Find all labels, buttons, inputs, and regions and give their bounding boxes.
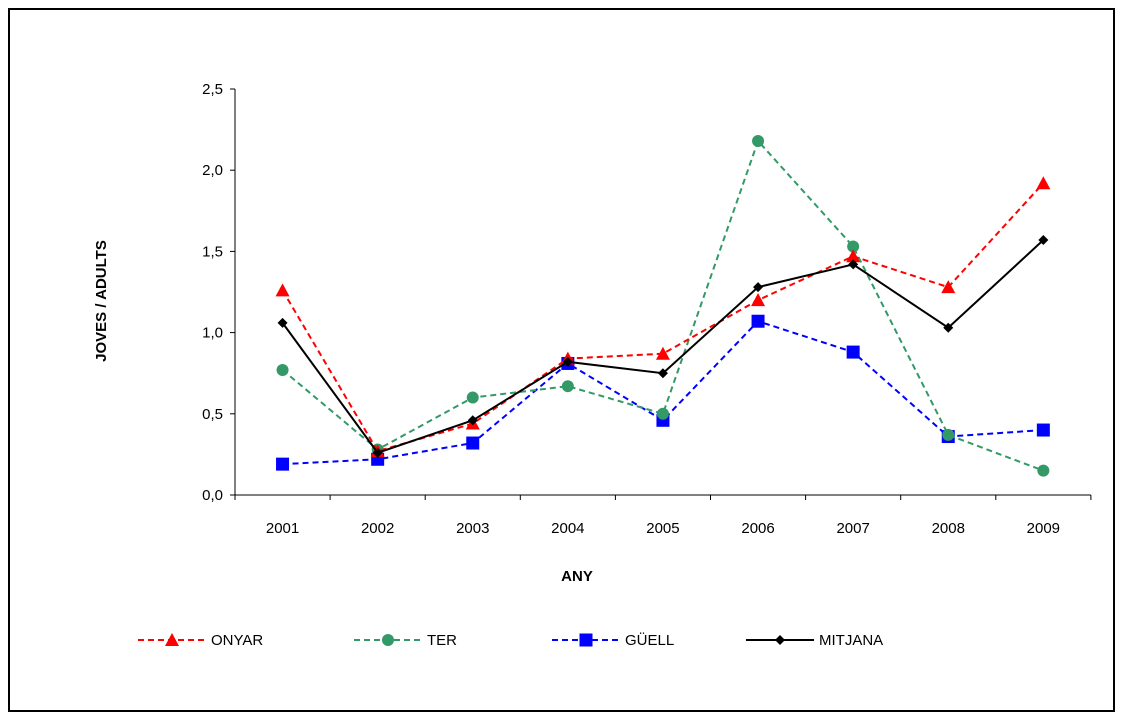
data-point-onyar (655, 346, 670, 360)
y-tick-label: 1,0 (202, 325, 223, 342)
data-point-mitjana (562, 356, 573, 367)
data-point-onyar (751, 293, 766, 307)
y-axis-label: JOVES / ADULTS (93, 240, 110, 362)
y-tick-label: 2,5 (202, 81, 223, 98)
data-point-mitjana (753, 282, 764, 293)
legend-marker-g-ell (579, 633, 593, 647)
data-point-mitjana (372, 447, 383, 458)
data-point-ter (276, 363, 289, 376)
series-mitjana (277, 235, 1049, 458)
x-tick-label: 2003 (456, 520, 489, 537)
x-tick-label: 2007 (836, 520, 869, 537)
axes: 0,0 0,5 1,0 1,5 2,0 2,5 2001 2002 2003 2004 2005 20… (202, 81, 1092, 537)
x-tick-label: 2001 (266, 520, 299, 537)
x-tick-label: 2002 (361, 520, 394, 537)
legend-label-mitjana: MITJANA (819, 632, 883, 649)
series-lines (275, 134, 1051, 477)
legend-marker-ter (382, 634, 394, 646)
x-axis-label: ANY (561, 568, 593, 585)
data-point-mitjana (277, 317, 288, 328)
x-tick-label: 2004 (551, 520, 584, 537)
data-point-onyar (846, 249, 861, 263)
legend-marker-mitjana (775, 635, 785, 645)
data-point-ter (847, 240, 860, 253)
data-point-g-ell (846, 345, 860, 359)
legend-item-ter: TER (354, 632, 457, 649)
chart-frame: 0,0 0,5 1,0 1,5 2,0 2,5 2001 2002 2003 2004 2005 20… (8, 8, 1115, 712)
x-tick-label: 2006 (741, 520, 774, 537)
y-tick-label: 1,5 (202, 243, 223, 260)
data-point-mitjana (1038, 235, 1049, 246)
data-point-ter (656, 407, 669, 420)
data-point-mitjana (467, 415, 478, 426)
data-point-g-ell (466, 436, 480, 450)
series-line-g-ell (282, 320, 1044, 466)
data-point-mitjana (943, 322, 954, 333)
data-point-ter (1037, 464, 1050, 477)
data-point-g-ell (751, 314, 765, 328)
legend-item-onyar: ONYAR (138, 632, 263, 649)
legend-label-onyar: ONYAR (211, 632, 263, 649)
y-tick-label: 2,0 (202, 162, 223, 179)
legend-item-g-ell: GÜELL (552, 631, 674, 649)
data-point-mitjana (848, 259, 859, 270)
legend: ONYAR TER GÜELL MITJANA (138, 631, 883, 649)
y-tick-label: 0,0 (202, 487, 223, 504)
series-line-ter (281, 139, 1044, 472)
data-point-g-ell (1036, 423, 1050, 437)
legend-marker-onyar (165, 633, 179, 646)
line-chart: 0,0 0,5 1,0 1,5 2,0 2,5 2001 2002 2003 2004 2005 20… (93, 81, 1092, 649)
data-point-ter (752, 134, 765, 147)
data-point-onyar (275, 283, 290, 297)
x-tick-label: 2008 (932, 520, 965, 537)
data-point-mitjana (657, 368, 668, 379)
y-tick-label: 0,5 (202, 406, 223, 423)
data-point-ter (561, 380, 574, 393)
data-point-onyar (941, 280, 956, 294)
data-point-ter (466, 391, 479, 404)
data-point-ter (942, 428, 955, 441)
data-point-g-ell (276, 457, 290, 471)
legend-label-g-ell: GÜELL (625, 631, 674, 649)
data-point-onyar (1036, 176, 1051, 190)
x-tick-label: 2005 (646, 520, 679, 537)
series-ter (276, 134, 1050, 477)
legend-label-ter: TER (427, 632, 457, 649)
x-tick-label: 2009 (1027, 520, 1060, 537)
legend-item-mitjana: MITJANA (746, 632, 883, 649)
